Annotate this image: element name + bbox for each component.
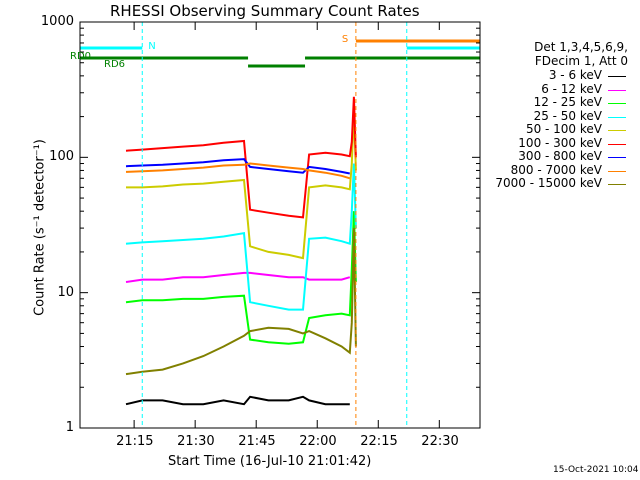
x-tick-label: 21:30 (177, 434, 215, 449)
legend-entry-label: 12 - 25 keV (533, 95, 602, 109)
legend-entry-label: 800 - 7000 keV (510, 162, 602, 177)
series-line (125, 395, 350, 406)
series-line (126, 110, 357, 260)
legend-swatch (608, 103, 626, 104)
legend-header: Det 1,3,4,5,6,9, (534, 40, 628, 54)
legend-entry-label: 25 - 50 keV (533, 108, 602, 123)
flag-markers (141, 22, 481, 428)
plot-frame (79, 21, 481, 429)
series-line (125, 96, 357, 219)
legend-entry-label: 6 - 12 keV (541, 81, 602, 96)
footer-timestamp: 15-Oct-2021 10:04 (553, 465, 639, 475)
x-tick-label: 21:15 (116, 434, 154, 449)
legend-swatch (608, 89, 626, 91)
legend-entry-label: 100 - 300 keV (518, 135, 602, 150)
series-line (125, 163, 357, 311)
y-tick-label: 100 (49, 149, 74, 165)
flag-label-n: N (148, 41, 156, 52)
series-line (125, 158, 350, 175)
legend-swatch (608, 130, 626, 131)
flag-bars (80, 39, 480, 68)
x-tick-label: 21:45 (238, 434, 276, 449)
series-line (125, 228, 357, 376)
legend-entry-label: 3 - 6 keV (548, 68, 602, 82)
flag-label-rd6: RD6 (104, 59, 126, 70)
legend-header: FDecim 1, Att 0 (534, 54, 628, 68)
legend-entry-label: 7000 - 15000 keV (495, 176, 602, 190)
flag-label-rd0: RD0 (70, 51, 92, 62)
legend-entry-label: 50 - 100 keV (525, 122, 602, 136)
legend-swatch (608, 116, 626, 118)
chart-title: RHESSI Observing Summary Count Rates (110, 2, 420, 20)
axis-ticks (80, 21, 480, 429)
y-tick-label: 1000 (40, 14, 74, 29)
y-tick-label: 10 (57, 284, 74, 300)
legend-entry-label: 300 - 800 keV (518, 149, 602, 163)
x-tick-label: 22:15 (360, 434, 398, 449)
flag-label-s: S (341, 34, 349, 45)
series-group (125, 96, 357, 406)
x-tick-label: 22:30 (421, 434, 459, 449)
series-line (125, 162, 351, 180)
legend-swatch (608, 76, 626, 77)
series-line (125, 271, 351, 283)
legend-swatch (608, 170, 626, 172)
x-axis-label: Start Time (16-Jul-10 21:01:42) (168, 454, 372, 469)
y-tick-label: 1 (65, 420, 74, 435)
x-tick-label: 22:00 (299, 434, 337, 449)
legend-swatch (608, 143, 626, 145)
legend-swatch (608, 184, 626, 185)
series-line (125, 211, 357, 345)
legend-swatch (608, 157, 626, 158)
